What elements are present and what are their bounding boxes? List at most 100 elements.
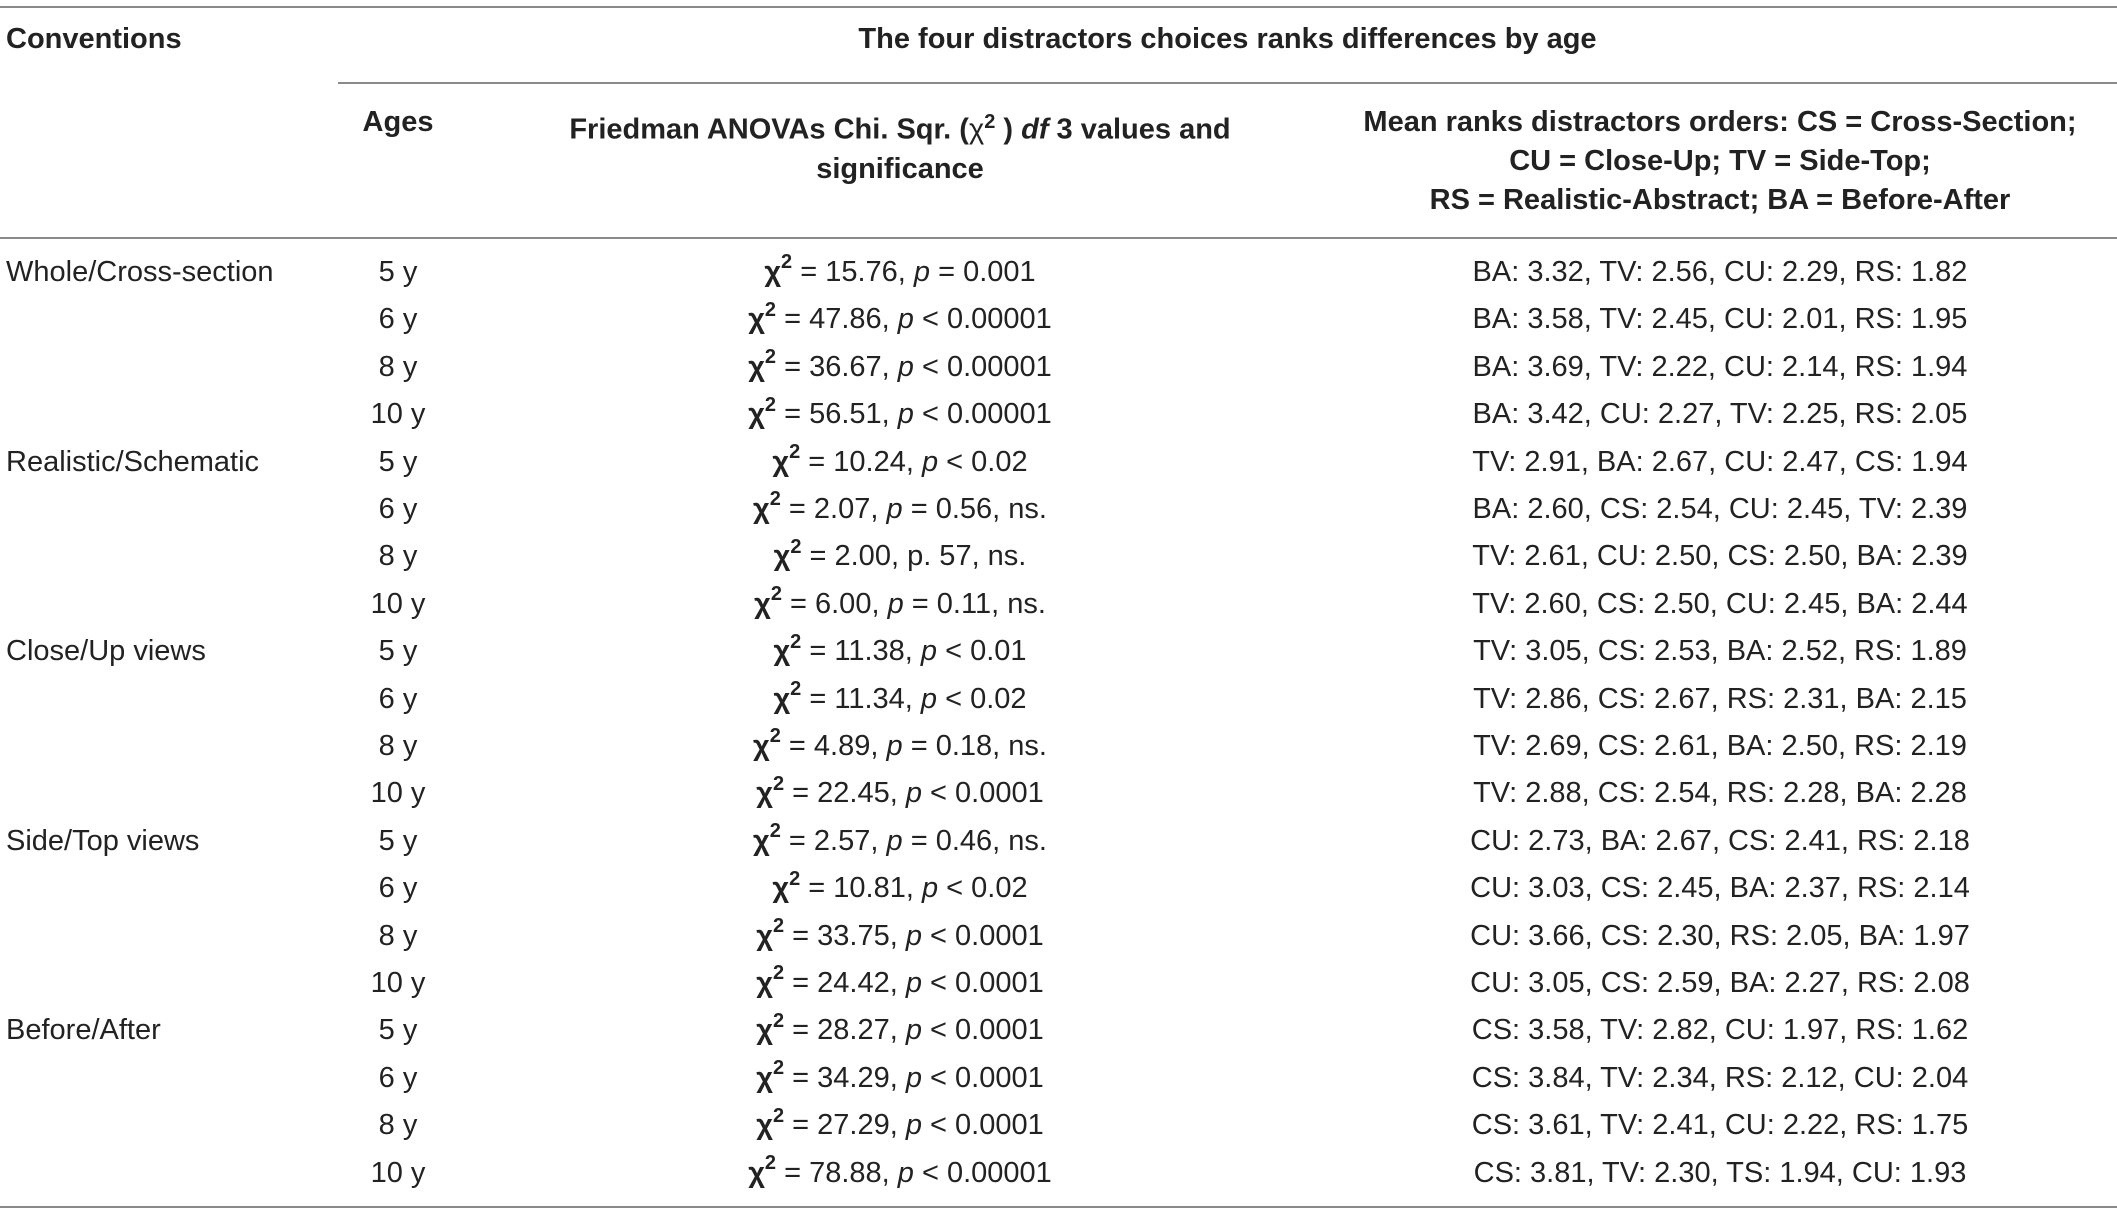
header-friedman-line2: significance: [816, 152, 984, 185]
header-bottom-rule: [0, 237, 2117, 239]
table-row: 8 y χ2 = 27.29, p < 0.0001 CS: 3.61, TV: 2…: [0, 1102, 2117, 1149]
table-row: 6 y χ2 = 10.81, p < 0.02 CU: 3.03, CS: 2.4…: [0, 865, 2117, 912]
mean-ranks-cell: TV: 2.69, CS: 2.61, BA: 2.50, RS: 2.19: [1473, 730, 1967, 762]
age-cell: 6 y: [378, 303, 418, 336]
chi-square-cell: χ2 = 22.45, p < 0.0001: [756, 772, 1044, 810]
table-row: 8 y χ2 = 2.00, p. 57, ns. TV: 2.61, CU: 2.…: [0, 533, 2117, 580]
age-cell: 10 y: [370, 398, 426, 431]
convention-cell: Side/Top views: [6, 824, 200, 857]
mean-ranks-cell: TV: 2.61, CU: 2.50, CS: 2.50, BA: 2.39: [1472, 540, 1968, 573]
table-row: 6 y χ2 = 2.07, p = 0.56, ns. BA: 2.60, CS:…: [0, 486, 2117, 533]
mean-ranks-cell: CS: 3.58, TV: 2.82, CU: 1.97, RS: 1.62: [1471, 1014, 1969, 1047]
mean-ranks-cell: CU: 3.66, CS: 2.30, RS: 2.05, BA: 1.97: [1470, 919, 1970, 952]
age-cell: 6 y: [378, 1061, 418, 1094]
mean-ranks-cell: CU: 3.05, CS: 2.59, BA: 2.27, RS: 2.08: [1470, 967, 1970, 999]
mean-ranks-cell: BA: 3.32, TV: 2.56, CU: 2.29, RS: 1.82: [1472, 256, 1968, 288]
age-cell: 5 y: [378, 635, 418, 668]
table-row: Side/Top views 5 y χ2 = 2.57, p = 0.46, ns…: [0, 818, 2117, 865]
mean-ranks-cell: BA: 3.58, TV: 2.45, CU: 2.01, RS: 1.95: [1472, 303, 1968, 336]
chi-square-cell: χ2 = 24.42, p < 0.0001: [756, 962, 1044, 999]
header-group-title: The four distractors choices ranks diffe…: [858, 23, 1597, 55]
chi-square-cell: χ2 = 4.89, p = 0.18, ns.: [753, 725, 1047, 762]
chi-square-cell: χ2 = 6.00, p = 0.11, ns.: [754, 583, 1046, 620]
chi-square-cell: χ2 = 2.00, p. 57, ns.: [773, 535, 1027, 573]
table-bottom-rule: [0, 1206, 2117, 1208]
table-row: 6 y χ2 = 47.86, p < 0.00001 BA: 3.58, TV: …: [0, 296, 2117, 343]
chi-square-cell: χ2 = 33.75, p < 0.0001: [756, 914, 1044, 952]
age-cell: 8 y: [378, 350, 418, 383]
table-row: 8 y χ2 = 33.75, p < 0.0001 CU: 3.66, CS: 2…: [0, 913, 2117, 960]
age-cell: 6 y: [378, 493, 418, 525]
age-cell: 5 y: [378, 824, 418, 857]
chi-square-cell: χ2 = 78.88, p < 0.00001: [748, 1151, 1052, 1189]
table-row: 8 y χ2 = 4.89, p = 0.18, ns. TV: 2.69, CS:…: [0, 723, 2117, 770]
header-mean-line1: Mean ranks distractors orders: CS = Cros…: [1363, 106, 2077, 138]
mean-ranks-cell: BA: 3.42, CU: 2.27, TV: 2.25, RS: 2.05: [1472, 398, 1968, 431]
age-cell: 5 y: [378, 256, 418, 288]
chi-square-cell: χ2 = 56.51, p < 0.00001: [748, 393, 1052, 431]
header-friedman: Friedman ANOVAs Chi. Sqr. (χ2 ) df 3 val…: [520, 103, 1280, 189]
chi-square-cell: χ2 = 2.57, p = 0.46, ns.: [753, 820, 1047, 857]
chi-square-cell: χ2 = 27.29, p < 0.0001: [756, 1104, 1044, 1142]
mean-ranks-cell: TV: 2.86, CS: 2.67, RS: 2.31, BA: 2.15: [1473, 682, 1967, 715]
mean-ranks-cell: CS: 3.84, TV: 2.34, RS: 2.12, CU: 2.04: [1471, 1061, 1969, 1094]
chi-square-cell: χ2 = 2.07, p = 0.56, ns.: [753, 488, 1047, 525]
table-row: 10 y χ2 = 78.88, p < 0.00001 CS: 3.81, TV:…: [0, 1150, 2117, 1197]
mean-ranks-cell: TV: 2.88, CS: 2.54, RS: 2.28, BA: 2.28: [1473, 777, 1967, 810]
mean-ranks-cell: CU: 2.73, BA: 2.67, CS: 2.41, RS: 2.18: [1470, 824, 1970, 857]
mean-ranks-cell: CS: 3.61, TV: 2.41, CU: 2.22, RS: 1.75: [1471, 1109, 1969, 1142]
age-cell: 8 y: [378, 540, 418, 573]
chi-square-cell: χ2 = 47.86, p < 0.00001: [748, 298, 1052, 336]
convention-cell: Whole/Cross-section: [6, 256, 274, 288]
chi-square-cell: χ2 = 34.29, p < 0.0001: [756, 1057, 1044, 1094]
header-mean-line3: RS = Realistic-Abstract; BA = Before-Aft…: [1429, 184, 2011, 216]
chi-square-cell: χ2 = 15.76, p = 0.001: [764, 251, 1036, 288]
header-friedman-line1: Friedman ANOVAs Chi. Sqr. (χ2 ) df 3 val…: [569, 111, 1231, 146]
header-mean-ranks: Mean ranks distractors orders: CS = Cros…: [1340, 103, 2100, 220]
age-cell: 10 y: [370, 587, 426, 620]
chi-square-cell: χ2 = 28.27, p < 0.0001: [756, 1009, 1044, 1047]
convention-cell: Close/Up views: [6, 635, 206, 668]
table-row: 8 y χ2 = 36.67, p < 0.00001 BA: 3.69, TV: …: [0, 344, 2117, 391]
header-mean-line2: CU = Close-Up; TV = Side-Top;: [1509, 145, 1931, 177]
age-cell: 6 y: [378, 872, 418, 905]
chi-square-cell: χ2 = 11.38, p < 0.01: [773, 630, 1027, 668]
mean-ranks-cell: TV: 3.05, CS: 2.53, BA: 2.52, RS: 1.89: [1473, 635, 1967, 668]
age-cell: 10 y: [370, 967, 426, 999]
age-cell: 6 y: [378, 682, 418, 715]
table-row: Whole/Cross-section 5 y χ2 = 15.76, p = 0.…: [0, 249, 2117, 296]
table-row: 10 y χ2 = 56.51, p < 0.00001 BA: 3.42, CU:…: [0, 391, 2117, 438]
table-row: Realistic/Schematic 5 y χ2 = 10.24, p < 0.…: [0, 439, 2117, 486]
age-cell: 10 y: [370, 1156, 426, 1189]
chi-square-cell: χ2 = 10.81, p < 0.02: [772, 867, 1028, 905]
mean-ranks-cell: TV: 2.91, BA: 2.67, CU: 2.47, CS: 1.94: [1472, 445, 1968, 478]
age-cell: 10 y: [370, 777, 426, 810]
table-top-rule: [0, 6, 2117, 8]
mean-ranks-cell: BA: 3.69, TV: 2.22, CU: 2.14, RS: 1.94: [1472, 350, 1968, 383]
convention-cell: Realistic/Schematic: [6, 445, 260, 478]
age-cell: 8 y: [378, 919, 418, 952]
convention-cell: Before/After: [6, 1014, 161, 1047]
table-row: Close/Up views 5 y χ2 = 11.38, p < 0.01 TV:…: [0, 628, 2117, 675]
chi-square-cell: χ2 = 11.34, p < 0.02: [773, 677, 1027, 715]
table-row: Before/After 5 y χ2 = 28.27, p < 0.0001 CS:…: [0, 1007, 2117, 1054]
mean-ranks-cell: CS: 3.81, TV: 2.30, TS: 1.94, CU: 1.93: [1473, 1156, 1967, 1189]
chi-square-cell: χ2 = 10.24, p < 0.02: [772, 440, 1028, 478]
chi-square-cell: χ2 = 36.67, p < 0.00001: [748, 346, 1052, 383]
age-cell: 8 y: [378, 1109, 418, 1142]
table-row: 10 y χ2 = 22.45, p < 0.0001 TV: 2.88, CS: …: [0, 770, 2117, 817]
age-cell: 5 y: [378, 445, 418, 478]
table-row: 6 y χ2 = 34.29, p < 0.0001 CS: 3.84, TV: 2…: [0, 1055, 2117, 1102]
header-ages: Ages: [362, 106, 434, 138]
mean-ranks-cell: TV: 2.60, CS: 2.50, CU: 2.45, BA: 2.44: [1472, 587, 1968, 620]
header-conventions: Conventions: [6, 23, 182, 55]
age-cell: 5 y: [378, 1014, 418, 1047]
group-header-rule: [338, 82, 2117, 84]
age-cell: 8 y: [378, 730, 418, 762]
mean-ranks-cell: CU: 3.03, CS: 2.45, BA: 2.37, RS: 2.14: [1470, 872, 1970, 905]
mean-ranks-cell: BA: 2.60, CS: 2.54, CU: 2.45, TV: 2.39: [1472, 493, 1968, 525]
table-row: 10 y χ2 = 24.42, p < 0.0001 CU: 3.05, CS: …: [0, 960, 2117, 1007]
table-row: 10 y χ2 = 6.00, p = 0.11, ns. TV: 2.60, CS…: [0, 581, 2117, 628]
table-row: 6 y χ2 = 11.34, p < 0.02 TV: 2.86, CS: 2.6…: [0, 676, 2117, 723]
